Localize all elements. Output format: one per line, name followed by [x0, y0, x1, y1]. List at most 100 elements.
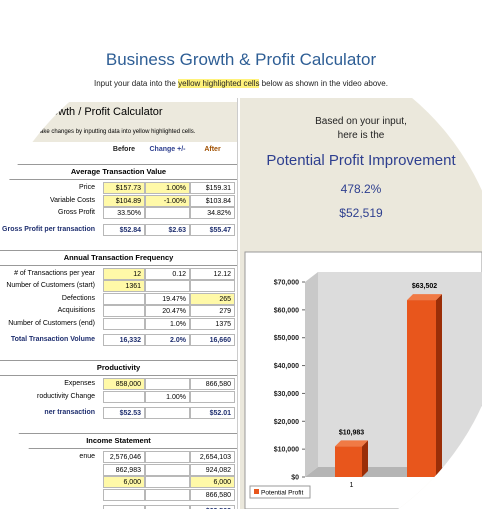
x-tick-label: 1 — [350, 482, 354, 489]
spreadsheet: Business Growth / Profit Calculator Make… — [0, 98, 238, 509]
cell: 858,000 — [103, 378, 145, 390]
data-label: $63,502 — [412, 283, 437, 290]
text: Input your data into the — [94, 79, 179, 88]
y-tick-label: $20,000 — [274, 419, 299, 426]
cell: 862,983 — [103, 463, 145, 476]
cell — [103, 488, 145, 501]
legend — [249, 485, 311, 499]
bar-side — [436, 294, 442, 477]
y-tick-label: $0 — [291, 475, 299, 482]
cell: 33.50% — [103, 207, 145, 219]
column-header: After — [204, 146, 221, 153]
row-label: Number of Customers (end) — [8, 319, 95, 327]
cell — [145, 280, 190, 292]
row-label: Gross Profit — [58, 209, 95, 216]
highlight: yellow highlighted cells — [178, 79, 260, 88]
cell — [103, 317, 145, 330]
cell — [145, 463, 190, 476]
legend-swatch — [254, 489, 259, 494]
cell: $52.53 — [103, 407, 145, 419]
cell: $2.63 — [145, 223, 190, 236]
cell: $52.01 — [190, 407, 235, 419]
row-label: ner transaction — [44, 409, 95, 416]
cell — [145, 505, 190, 509]
cell: 6,000 — [103, 476, 145, 488]
row-label: Expenses — [64, 380, 95, 387]
summary-line: Based on your input, — [315, 116, 407, 127]
percent: 478.2% — [340, 182, 382, 196]
cell: 20.47% — [145, 305, 190, 317]
y-tick-label: $10,000 — [274, 447, 299, 454]
section-title: Income Statement — [0, 433, 237, 449]
cell — [145, 207, 190, 219]
sheet-subtitle: Make changes by inputting data into yell… — [0, 122, 237, 142]
row-label: roductivity Change — [37, 392, 95, 400]
y-tick-label: $70,000 — [274, 280, 299, 287]
bar-top — [407, 294, 442, 301]
back-wall — [318, 272, 482, 467]
cell: 12 — [103, 267, 145, 280]
row-label: Gross Profit per transaction — [2, 225, 95, 233]
row-label: Acquisitions — [57, 307, 95, 314]
cell: 265 — [190, 292, 235, 305]
row-label: Price — [79, 184, 95, 191]
bar — [335, 446, 362, 477]
cell — [190, 390, 235, 403]
cell: 1375 — [190, 317, 235, 330]
instruction: Input your data into the yellow highligh… — [0, 79, 482, 88]
cell: 2,654,103 — [190, 451, 235, 463]
cell: 1.00% — [145, 390, 190, 403]
cell — [190, 280, 235, 292]
summary-line: here is the — [337, 130, 385, 141]
y-tick-label: $50,000 — [274, 335, 299, 342]
cell — [145, 488, 190, 501]
cell: $103.84 — [190, 194, 235, 207]
y-tick-label: $40,000 — [274, 363, 299, 370]
amount: $52,519 — [339, 206, 383, 220]
cell: 16,660 — [190, 334, 235, 346]
cell: $159.31 — [190, 182, 235, 194]
cell — [145, 378, 190, 390]
cell — [145, 451, 190, 463]
cell: 19.47% — [145, 292, 190, 305]
cell — [103, 292, 145, 305]
floor — [305, 467, 482, 477]
cell: $104.89 — [103, 194, 145, 207]
cell — [103, 305, 145, 317]
cell: -1.00% — [145, 194, 190, 207]
row-label: # of Transactions per year — [14, 269, 95, 277]
cell: 6,000 — [190, 476, 235, 488]
cell — [145, 407, 190, 419]
row-label: Number of Customers (start) — [6, 282, 95, 289]
cell: 279 — [190, 305, 235, 317]
cell: 866,580 — [190, 378, 235, 390]
cell: 924,082 — [190, 463, 235, 476]
row-label: Variable Costs — [49, 196, 95, 204]
column-header: Change +/- — [149, 146, 186, 153]
cell: 34.82% — [190, 207, 235, 219]
row-label: Total Transaction Volume — [10, 336, 95, 343]
column-header: Before — [112, 146, 136, 153]
cell: 12.12 — [190, 267, 235, 280]
cell — [103, 390, 145, 403]
cell: 1361 — [103, 280, 145, 292]
bar — [407, 300, 436, 477]
cell: 2.0% — [145, 334, 190, 346]
bar-top — [335, 440, 368, 447]
y-tick-label: $60,000 — [274, 307, 299, 314]
cell: 2,576,046 — [103, 451, 145, 463]
text: below as shown in the video above. — [259, 79, 388, 88]
section-title: Productivity — [0, 360, 237, 376]
cell: 866,580 — [190, 488, 235, 501]
y-tick-label: $30,000 — [274, 391, 299, 398]
cell — [103, 505, 145, 509]
cell: $157.73 — [103, 182, 145, 194]
section-title: Annual Transaction Frequency — [0, 249, 237, 266]
data-label: $10,983 — [339, 429, 364, 436]
cell: 16,332 — [103, 334, 145, 346]
legend-label: Potential Profit — [261, 490, 303, 497]
page-title: Business Growth & Profit Calculator — [105, 50, 377, 69]
